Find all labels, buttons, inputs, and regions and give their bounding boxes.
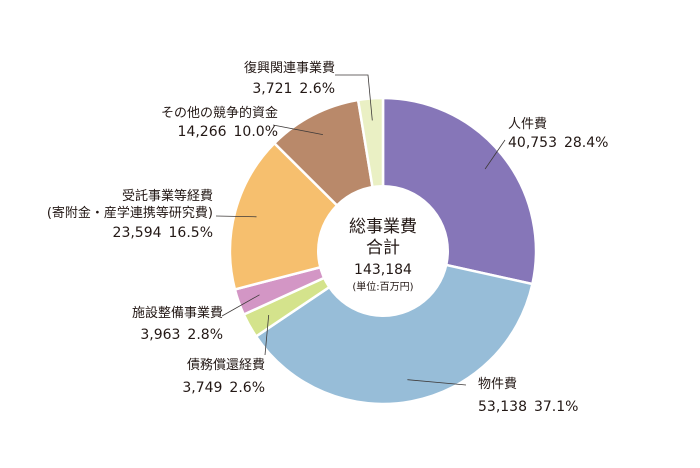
slice-label-name-2: 物件費 <box>478 377 517 392</box>
leader-line-7 <box>335 74 373 121</box>
center-title-line1: 総事業費 <box>349 217 417 237</box>
slice-label-name-4: 施設整備事業費 <box>132 305 223 321</box>
slice-label-name-7: 復興関連事業費 <box>244 60 335 76</box>
leader-line-2 <box>407 379 467 386</box>
slice-label-value-6: 14,266 10.0% <box>178 124 278 140</box>
slice-label-value-4: 3,963 2.8% <box>140 327 223 343</box>
slice-label-name-5: 受託事業等経費 <box>122 188 213 204</box>
slice-label-name-3: 債務償還経費 <box>187 358 265 373</box>
slice-2 <box>254 249 534 406</box>
leader-line-6 <box>272 124 323 135</box>
center-unit: (単位:百万円) <box>352 280 413 293</box>
center-total: 143,184 <box>354 262 412 278</box>
slice-label-name-1: 人件費 <box>508 117 547 132</box>
leader-line-1 <box>484 139 506 170</box>
leader-lines-group <box>215 74 506 386</box>
slice-label-name-6: その他の競争的資金 <box>161 105 278 121</box>
slice-label-value-5: 23,594 16.5% <box>113 225 213 241</box>
slice-label-value-2: 53,138 37.1% <box>478 399 578 415</box>
labels-group: 人件費 40,753 28.4% 物件費 53,138 37.1% 債務償還経費 3,74… <box>47 60 609 415</box>
slice-label-value-3: 3,749 2.6% <box>182 380 265 396</box>
slice-label-value-7: 3,721 2.6% <box>252 81 335 97</box>
leader-line-4 <box>221 294 260 317</box>
leader-line-5 <box>215 215 257 218</box>
slice-label-name2-5: (寄附金・産学連携等研究費) <box>47 205 213 221</box>
donut-hole <box>317 185 449 317</box>
center-title-line2: 合計 <box>366 238 400 258</box>
leader-line-3 <box>264 314 270 356</box>
slice-label-value-1: 40,753 28.4% <box>508 135 608 151</box>
